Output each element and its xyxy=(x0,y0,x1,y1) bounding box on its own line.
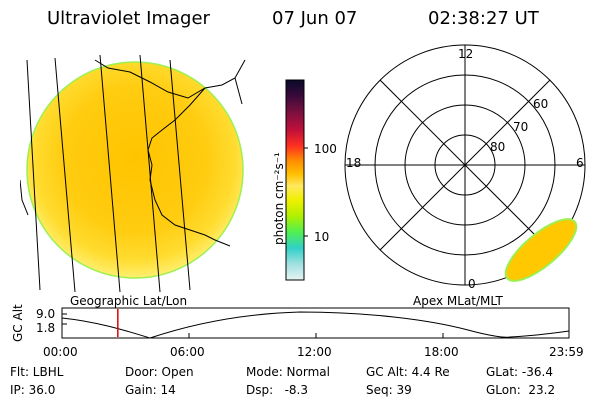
gc-alt-info: GC Alt: 4.4 Re xyxy=(366,365,450,379)
colorbar-label-10: 10 xyxy=(314,230,330,244)
timeline-ytick-9: 9.0 xyxy=(36,307,56,321)
mlt-label-0: 0 xyxy=(468,277,476,291)
door-info: Door: Open xyxy=(125,365,194,379)
geo-grid-meridians xyxy=(26,54,191,293)
polar-grid xyxy=(344,44,586,286)
mlt-label-12: 12 xyxy=(458,47,474,61)
earth-disk-emission xyxy=(26,61,244,279)
mode-info: Mode: Normal xyxy=(246,365,330,379)
dsp-info: Dsp: -8.3 xyxy=(246,383,309,397)
altitude-curve xyxy=(61,311,570,339)
date-label: 07 Jun 07 xyxy=(272,8,358,29)
instrument-title: Ultraviolet Imager xyxy=(47,8,210,29)
coastline-africa xyxy=(20,59,246,247)
colorbar-label-100: 100 xyxy=(314,142,337,156)
altitude-timeline xyxy=(61,307,570,339)
seq-info: Seq: 39 xyxy=(366,383,412,397)
geographic-map xyxy=(20,54,246,293)
glat-info: GLat: -36.4 xyxy=(486,365,553,379)
geo-panel-label: Geographic Lat/Lon xyxy=(70,294,188,308)
colorbar xyxy=(285,79,308,281)
timeline-xtick-1200: 12:00 xyxy=(297,345,332,359)
timeline-xtick-0000: 00:00 xyxy=(43,345,78,359)
lat-label-70: 70 xyxy=(513,120,529,134)
polar-emission xyxy=(504,218,578,282)
mlt-label-6: 6 xyxy=(576,156,584,170)
ip-info: IP: 36.0 xyxy=(10,383,56,397)
glon-info: GLon: 23.2 xyxy=(486,383,556,397)
timeline-xtick-1800: 18:00 xyxy=(424,345,459,359)
filter-info: Flt: LBHL xyxy=(10,365,64,379)
colorbar-gradient xyxy=(285,79,305,281)
timeline-xtick-0600: 06:00 xyxy=(170,345,205,359)
mlt-label-18: 18 xyxy=(346,156,362,170)
gain-info: Gain: 14 xyxy=(125,383,176,397)
timeline-xtick-2359: 23:59 xyxy=(549,345,584,359)
polar-panel-label: Apex MLat/MLT xyxy=(413,294,503,308)
colorbar-unit: photon cm⁻²s⁻¹ xyxy=(272,152,286,245)
timeline-ylabel: GC Alt xyxy=(11,304,25,342)
lat-label-80: 80 xyxy=(490,140,506,154)
timeline-ytick-1-8: 1.8 xyxy=(36,321,56,335)
time-label: 02:38:27 UT xyxy=(428,8,539,29)
lat-label-60: 60 xyxy=(533,97,549,111)
